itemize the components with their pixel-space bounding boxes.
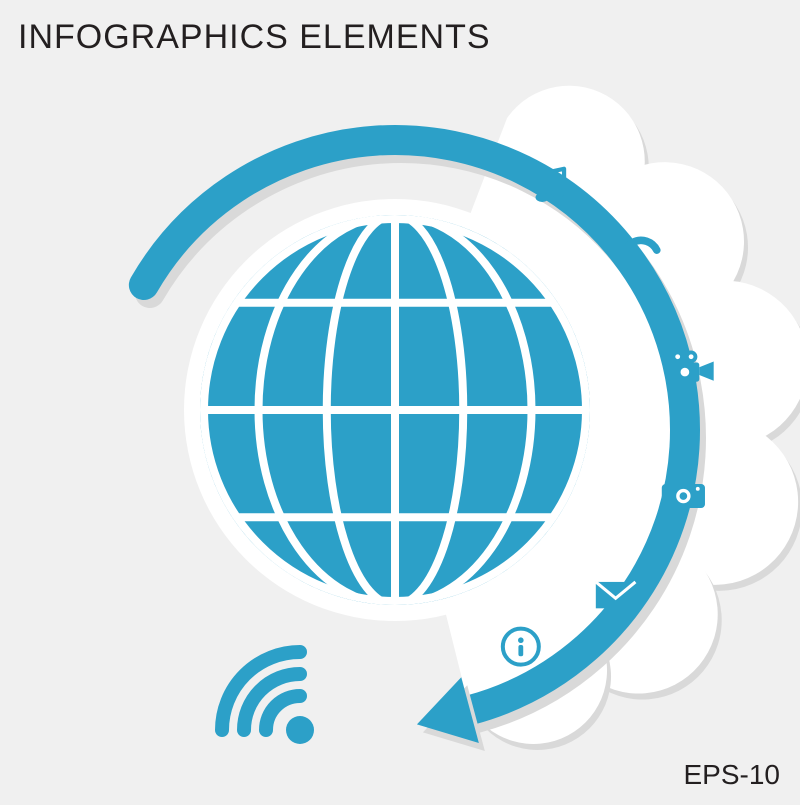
infographic-stage: INFOGRAPHICS ELEMENTS EPS-10 — [0, 0, 800, 805]
infographic-svg — [0, 0, 800, 805]
mail-icon — [596, 582, 636, 608]
wifi-icon — [222, 652, 314, 744]
globe-icon — [184, 199, 606, 621]
